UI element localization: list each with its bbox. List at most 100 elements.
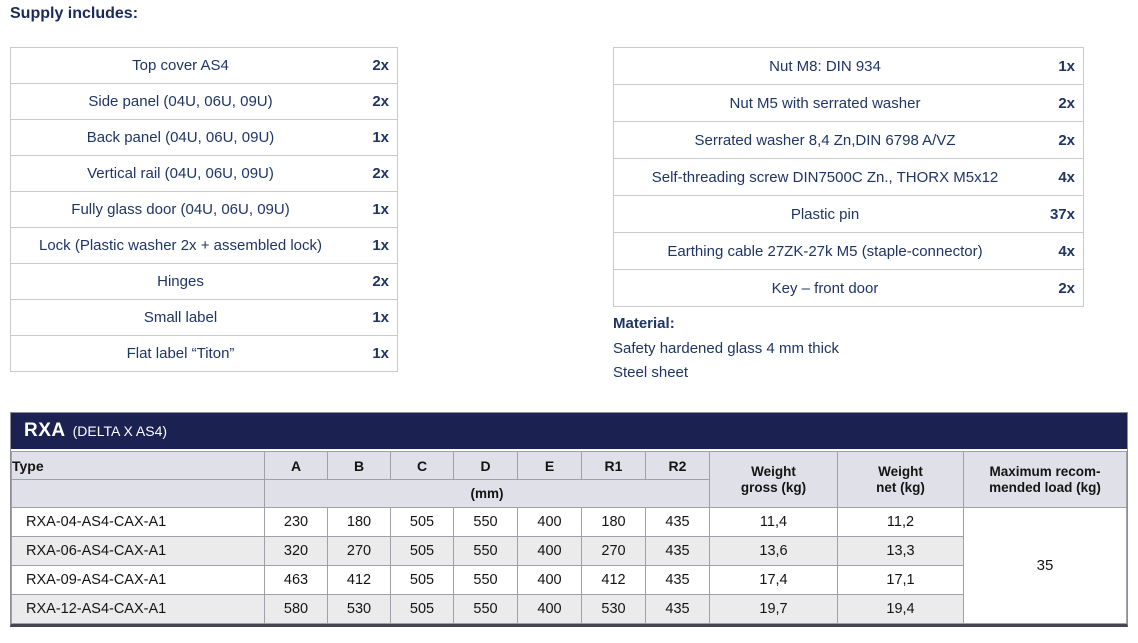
- supply-item-quantity: 2x: [346, 263, 398, 300]
- material-line: Safety hardened glass 4 mm thick: [613, 340, 839, 357]
- max-load-cell: 35: [963, 507, 1127, 624]
- supply-item-label: Lock (Plastic washer 2x + assembled lock…: [10, 227, 346, 264]
- weight-net-cell: 19,4: [837, 594, 964, 624]
- supply-item-label: Back panel (04U, 06U, 09U): [10, 119, 346, 156]
- col-header-max-load: Maximum recom- mended load (kg): [963, 451, 1127, 508]
- weight-gross-cell: 13,6: [709, 536, 838, 566]
- supply-item-label: Vertical rail (04U, 06U, 09U): [10, 155, 346, 192]
- supply-includes-heading: Supply includes:: [10, 5, 139, 22]
- supply-item-quantity: 2x: [372, 57, 389, 74]
- weight-net-cell: 13,3: [837, 536, 964, 566]
- dimension-cell: 505: [390, 565, 454, 595]
- dimension-cell: 505: [390, 536, 454, 566]
- dimension-cell: 400: [517, 594, 582, 624]
- dimension-cell: 412: [327, 565, 391, 595]
- supply-row: Serrated washer 8,4 Zn,DIN 6798 A/VZ 2x: [613, 121, 1084, 159]
- dimension-cell: 530: [581, 594, 646, 624]
- supply-item-quantity: 2x: [1032, 121, 1084, 159]
- spec-data-row: RXA-12-AS4-CAX-A1 580 530 505 550 400 530 435 19…: [11, 594, 1127, 624]
- dimension-cell: 412: [581, 565, 646, 595]
- supply-row: Lock (Plastic washer 2x + assembled lock…: [10, 227, 398, 264]
- weight-net-cell: 17,1: [837, 565, 964, 595]
- supply-row: Side panel (04U, 06U, 09U) 2x: [10, 83, 398, 120]
- supply-item-quantity: 2x: [1032, 269, 1084, 307]
- dimension-cell: 435: [645, 594, 710, 624]
- dimension-cell: 435: [645, 507, 710, 537]
- supply-item-label: Key – front door: [613, 269, 1032, 307]
- material-heading: Material:: [613, 315, 675, 332]
- spec-header-row: Type A B C D E R1 R2 Weight gross (kg) Weight n…: [11, 451, 1127, 508]
- supply-item-label: Flat label “Titon”: [10, 335, 346, 372]
- col-header-dim: C: [390, 451, 454, 480]
- dimension-cell: 435: [645, 565, 710, 595]
- supply-item-label: Self-threading screw DIN7500C Zn., THORX…: [613, 158, 1032, 196]
- type-cell: RXA-06-AS4-CAX-A1: [11, 536, 265, 566]
- dimension-cell: 270: [581, 536, 646, 566]
- supply-item-quantity: 1x: [346, 335, 398, 372]
- col-header-weight-gross: Weight gross (kg): [709, 451, 838, 508]
- col-header-dim: A: [264, 451, 328, 480]
- supply-row: Key – front door 2x: [613, 269, 1084, 307]
- supply-item-label: Top cover AS4: [132, 57, 229, 74]
- material-line: Steel sheet: [613, 364, 689, 381]
- dimension-cell: 505: [390, 507, 454, 537]
- spec-table: Type A B C D E R1 R2 Weight gross (kg) Weight n…: [11, 451, 1127, 624]
- supply-item-quantity: 2x: [1032, 84, 1084, 122]
- supply-item-label: Fully glass door (04U, 06U, 09U): [10, 191, 346, 228]
- supply-item-quantity: 1x: [346, 299, 398, 336]
- col-header-dim: E: [517, 451, 582, 480]
- supply-item-quantity: 1x: [346, 191, 398, 228]
- spec-table-title: RXA: [24, 420, 66, 441]
- supply-item-quantity: 1x: [1058, 57, 1075, 75]
- dimension-cell: 580: [264, 594, 328, 624]
- spec-data-row: RXA-06-AS4-CAX-A1 320 270 505 550 400 270 435 13…: [11, 536, 1127, 566]
- supply-row: Fully glass door (04U, 06U, 09U) 1x: [10, 191, 398, 228]
- spec-table-subtitle: (DELTA X AS4): [72, 423, 168, 439]
- col-header-dim: D: [453, 451, 518, 480]
- dimension-cell: 530: [327, 594, 391, 624]
- supply-row: Small label 1x: [10, 299, 398, 336]
- dimension-cell: 270: [327, 536, 391, 566]
- dimension-cell: 435: [645, 536, 710, 566]
- unit-label: (mm): [264, 479, 710, 508]
- dimension-cell: 550: [453, 594, 518, 624]
- supply-row: Earthing cable 27ZK-27k M5 (staple-conne…: [613, 232, 1084, 270]
- spec-table-section: RXA (DELTA X AS4) Type A B C D E R1 R2 Weight g…: [10, 412, 1128, 627]
- supply-row: Vertical rail (04U, 06U, 09U) 2x: [10, 155, 398, 192]
- col-header-dim: R1: [581, 451, 646, 480]
- supply-item-quantity: 2x: [346, 83, 398, 120]
- supply-item-label: Earthing cable 27ZK-27k M5 (staple-conne…: [613, 232, 1032, 270]
- supply-item-label: Nut M8: DIN 934: [769, 57, 881, 75]
- col-header-dim: R2: [645, 451, 710, 480]
- col-header-type: Type: [11, 451, 265, 480]
- type-cell: RXA-09-AS4-CAX-A1: [11, 565, 265, 595]
- supply-item-label: Small label: [10, 299, 346, 336]
- spec-data-row: RXA-04-AS4-CAX-A1 230 180 505 550 400 180 435 11…: [11, 507, 1127, 624]
- supply-row: Back panel (04U, 06U, 09U) 1x: [10, 119, 398, 156]
- supply-item-label: Side panel (04U, 06U, 09U): [10, 83, 346, 120]
- material-section: Material: Safety hardened glass 4 mm thi…: [613, 312, 839, 385]
- supply-list-left: Top cover AS4 2x Side panel (04U, 06U, 09U…: [10, 47, 398, 372]
- dimension-cell: 550: [453, 507, 518, 537]
- supply-item-label: Nut M5 with serrated washer: [613, 84, 1032, 122]
- dimension-cell: 400: [517, 536, 582, 566]
- weight-gross-cell: 17,4: [709, 565, 838, 595]
- supply-item-quantity: 1x: [346, 119, 398, 156]
- dimension-cell: 550: [453, 565, 518, 595]
- supply-item-quantity: 4x: [1032, 158, 1084, 196]
- dimension-cell: 400: [517, 565, 582, 595]
- weight-gross-cell: 11,4: [709, 507, 838, 537]
- spec-data-row: RXA-09-AS4-CAX-A1 463 412 505 550 400 412 435 17…: [11, 565, 1127, 595]
- supply-row: Nut M8: DIN 934 1x: [614, 48, 1084, 85]
- supply-item-label: Hinges: [10, 263, 346, 300]
- dimension-cell: 400: [517, 507, 582, 537]
- supply-item-quantity: 2x: [346, 155, 398, 192]
- spec-table-titlebar: RXA (DELTA X AS4): [11, 413, 1127, 451]
- supply-item-quantity: 37x: [1032, 195, 1084, 233]
- supply-item-quantity: 4x: [1032, 232, 1084, 270]
- supply-row: Self-threading screw DIN7500C Zn., THORX…: [613, 158, 1084, 196]
- type-cell: RXA-04-AS4-CAX-A1: [11, 507, 265, 537]
- dimension-cell: 180: [327, 507, 391, 537]
- supply-row: Hinges 2x: [10, 263, 398, 300]
- col-header-dim: B: [327, 451, 391, 480]
